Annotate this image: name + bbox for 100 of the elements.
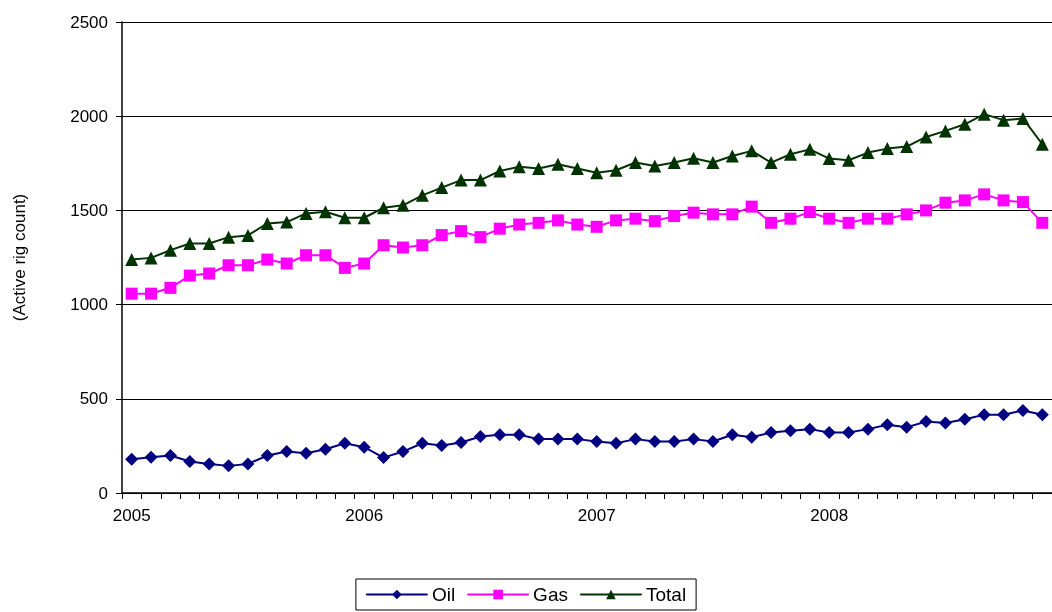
point	[784, 212, 797, 225]
point	[183, 269, 196, 282]
point	[725, 428, 739, 442]
point	[338, 211, 352, 225]
point	[978, 188, 991, 201]
point	[668, 210, 681, 223]
y-tick-label: 2000	[70, 106, 108, 126]
point	[454, 173, 468, 187]
point	[880, 418, 894, 432]
point	[648, 159, 662, 173]
point	[377, 239, 390, 252]
point	[493, 222, 506, 235]
point	[455, 225, 468, 238]
point	[803, 142, 817, 156]
point	[532, 432, 546, 446]
point	[396, 241, 409, 254]
point	[590, 166, 604, 180]
legend-label: Gas	[533, 584, 568, 605]
point	[745, 430, 759, 444]
point	[299, 446, 313, 460]
point	[861, 212, 874, 225]
point	[822, 152, 836, 166]
point	[396, 445, 410, 459]
point	[454, 436, 468, 450]
point	[861, 146, 875, 160]
y-tick-label: 0	[98, 483, 108, 503]
point	[803, 206, 816, 219]
point	[900, 420, 914, 434]
point	[997, 194, 1010, 207]
point	[764, 156, 778, 170]
point	[241, 259, 254, 272]
point	[125, 452, 139, 466]
point	[997, 113, 1011, 127]
point	[203, 267, 216, 280]
point	[1035, 408, 1049, 422]
point	[1035, 137, 1049, 151]
point	[726, 208, 739, 221]
point	[977, 408, 991, 422]
point	[377, 201, 391, 215]
point	[415, 188, 429, 202]
point	[725, 149, 739, 163]
point	[222, 230, 236, 244]
point	[473, 429, 487, 443]
point	[1036, 216, 1049, 229]
point	[1016, 403, 1030, 417]
point	[280, 257, 293, 270]
point	[280, 215, 294, 229]
point	[512, 428, 526, 442]
point	[570, 162, 584, 176]
point	[260, 449, 274, 463]
point	[590, 435, 604, 449]
point	[842, 153, 856, 167]
y-tick-label: 1500	[70, 200, 108, 220]
point	[338, 436, 352, 450]
point	[706, 435, 720, 449]
point	[260, 216, 274, 230]
x-tick-label: 2008	[810, 506, 849, 525]
point	[318, 442, 332, 456]
point	[648, 435, 662, 449]
point	[939, 196, 952, 209]
legend-label: Oil	[431, 584, 456, 605]
point	[163, 449, 177, 463]
point	[765, 216, 778, 229]
point	[938, 124, 952, 138]
x-tick-label: 2006	[345, 506, 384, 525]
point	[532, 216, 545, 229]
point	[1016, 111, 1030, 125]
point	[881, 212, 894, 225]
point	[920, 204, 933, 217]
point	[377, 451, 391, 465]
point	[261, 253, 274, 266]
point	[900, 208, 913, 221]
point	[473, 173, 487, 187]
point	[493, 428, 507, 442]
point	[610, 214, 623, 227]
point	[842, 426, 856, 440]
point	[590, 220, 603, 233]
point	[493, 164, 507, 178]
point	[880, 142, 894, 156]
point	[571, 218, 584, 231]
point	[357, 211, 371, 225]
point	[415, 436, 429, 450]
point	[609, 163, 623, 177]
y-tick-label: 500	[79, 389, 108, 409]
point	[803, 422, 817, 436]
point	[183, 455, 197, 469]
y-axis-title: (Active rig count)	[10, 193, 29, 322]
point	[144, 450, 158, 464]
point	[532, 162, 546, 176]
point	[764, 426, 778, 440]
point	[938, 416, 952, 430]
x-tick-label: 2005	[112, 506, 151, 525]
point	[997, 408, 1011, 422]
point	[300, 249, 313, 262]
point	[629, 212, 642, 225]
point	[512, 160, 526, 174]
x-tick-label: 2007	[577, 506, 616, 525]
point	[513, 218, 526, 231]
point	[822, 426, 836, 440]
point	[319, 249, 332, 262]
